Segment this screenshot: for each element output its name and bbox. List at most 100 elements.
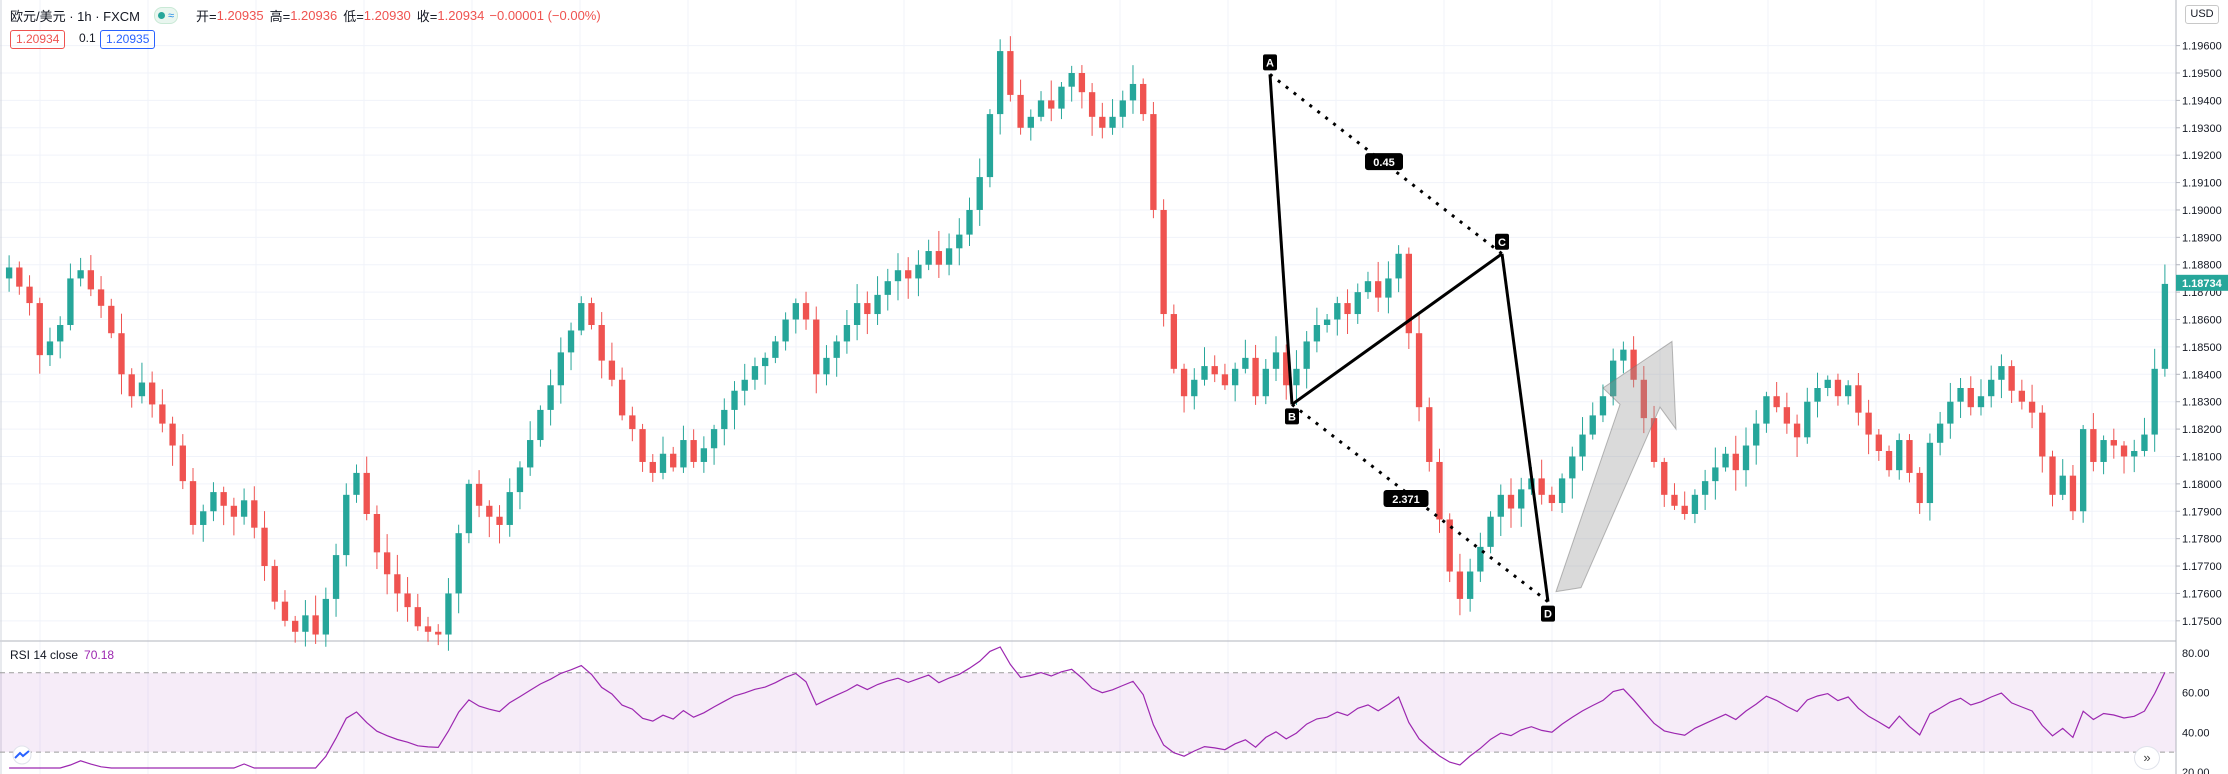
candle <box>1916 467 1923 514</box>
candle <box>445 578 452 651</box>
buy-price-button[interactable]: 1.20935 <box>100 30 156 49</box>
candle-body <box>1140 83 1147 115</box>
candle-body <box>782 319 789 342</box>
candle <box>853 284 861 341</box>
rsi-pane[interactable] <box>0 646 2176 769</box>
candle <box>1283 344 1290 400</box>
candle <box>281 590 289 627</box>
rsi-legend[interactable]: RSI 14 close 70.18 <box>10 648 114 662</box>
candle-body <box>1793 423 1801 438</box>
candle <box>2120 441 2128 474</box>
candle <box>240 488 248 525</box>
candle-body <box>138 382 146 397</box>
candle-body <box>2039 412 2046 457</box>
candle <box>547 369 554 426</box>
candle-body <box>1885 451 1893 471</box>
candle <box>1466 558 1474 612</box>
candle <box>1048 80 1055 122</box>
candle <box>1119 90 1126 128</box>
candle <box>302 600 309 647</box>
symbol-title[interactable]: 欧元/美元 · 1h · FXCM <box>10 9 141 24</box>
price-tick-label: 1.19300 <box>2182 123 2222 135</box>
currency-button[interactable]: USD <box>2185 5 2219 24</box>
candle-body <box>1109 116 1116 128</box>
candle-body <box>486 505 493 517</box>
ratio-label: 2.371 <box>1383 490 1429 508</box>
candle-body <box>527 440 534 468</box>
candle <box>639 423 646 472</box>
candle <box>792 298 799 334</box>
candle-body <box>1242 357 1249 369</box>
price-tick-label: 1.17800 <box>2182 534 2222 546</box>
candle <box>1814 372 1821 418</box>
candle-body <box>1323 319 1331 325</box>
open-label: 开= <box>196 9 217 24</box>
open-value: 1.20935 <box>216 8 264 23</box>
go-to-realtime-icon[interactable]: » <box>2134 746 2160 770</box>
candle <box>271 559 278 610</box>
ratio-label-text: 0.45 <box>1373 157 1394 169</box>
candle <box>608 342 616 387</box>
candle-body <box>1722 453 1729 468</box>
current-price-tag <box>2176 274 2228 291</box>
candle-body <box>302 615 309 632</box>
candle <box>2049 450 2056 507</box>
candle-body <box>1783 407 1791 424</box>
candle <box>537 405 544 447</box>
candle <box>353 464 360 503</box>
candle-body <box>1272 352 1280 369</box>
candle-body <box>67 278 74 325</box>
candle <box>312 595 319 644</box>
axis-bg <box>2176 0 2228 774</box>
candle <box>1610 348 1617 406</box>
candle <box>373 505 381 570</box>
candle <box>557 337 564 404</box>
candle <box>864 291 871 335</box>
candle <box>629 406 636 442</box>
candle-body <box>322 598 330 635</box>
candle <box>414 593 421 631</box>
candle <box>486 500 493 538</box>
candle-body <box>1671 494 1678 506</box>
candle-body <box>46 341 54 356</box>
candle-body <box>2100 440 2107 462</box>
candle-body <box>373 514 381 553</box>
candle-body <box>332 555 340 599</box>
candle <box>2161 264 2169 377</box>
candle <box>1395 245 1402 293</box>
candle-body <box>935 251 943 265</box>
candle-body <box>1231 368 1239 386</box>
candle-body <box>404 593 411 608</box>
high-value: 1.20936 <box>290 8 338 23</box>
candles[interactable] <box>5 36 2169 651</box>
candle <box>1783 392 1791 434</box>
candle-body <box>1844 385 1852 397</box>
candle-body <box>2018 390 2026 402</box>
candle-body <box>823 357 830 375</box>
candle-body <box>435 631 442 635</box>
market-status[interactable]: ≈ <box>154 7 179 24</box>
candle <box>1988 365 1995 408</box>
candle <box>1017 79 1024 135</box>
candle <box>1129 65 1137 114</box>
candle-body <box>1466 571 1474 599</box>
candle-body <box>1896 440 1903 471</box>
abcd-pattern[interactable]: A B C D 0.45 2.371 <box>1263 54 1677 622</box>
candle-body <box>1017 94 1024 128</box>
candle <box>506 478 513 537</box>
candle <box>751 357 759 390</box>
candle-body <box>363 472 370 514</box>
candle <box>332 543 340 617</box>
candle-body <box>1589 415 1596 435</box>
tradingview-logo-icon[interactable] <box>10 745 34 765</box>
candle <box>782 312 789 351</box>
candle <box>823 345 830 386</box>
candle <box>138 362 146 404</box>
candle-body <box>1977 396 1985 408</box>
candle-body <box>894 270 902 282</box>
sell-price-button[interactable]: 1.20934 <box>10 30 66 49</box>
candle <box>578 296 585 336</box>
candle-body <box>506 492 513 525</box>
